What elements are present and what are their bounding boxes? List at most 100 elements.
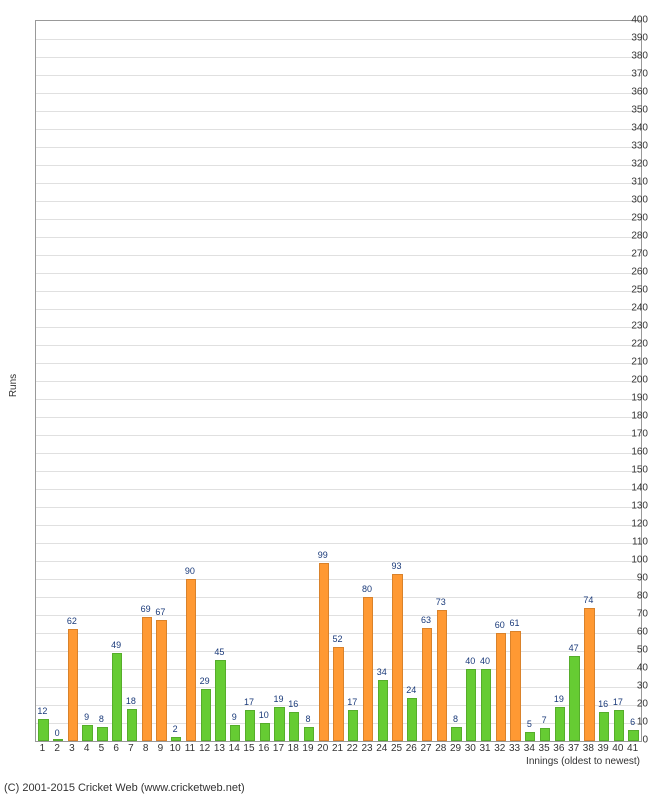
y-tick-label: 390 bbox=[617, 33, 648, 44]
x-tick-label: 16 bbox=[258, 743, 269, 754]
x-tick-label: 6 bbox=[113, 743, 119, 754]
y-tick-label: 180 bbox=[617, 411, 648, 422]
x-tick-label: 34 bbox=[524, 743, 535, 754]
bar bbox=[392, 574, 402, 741]
bar-value-label: 69 bbox=[141, 604, 151, 614]
x-tick-label: 36 bbox=[553, 743, 564, 754]
x-tick-label: 21 bbox=[332, 743, 343, 754]
x-tick-label: 14 bbox=[229, 743, 240, 754]
gridline bbox=[36, 579, 641, 580]
gridline bbox=[36, 111, 641, 112]
x-tick-label: 2 bbox=[54, 743, 60, 754]
bar-value-label: 61 bbox=[510, 618, 520, 628]
gridline bbox=[36, 39, 641, 40]
bar-value-label: 5 bbox=[527, 719, 532, 729]
y-tick-label: 40 bbox=[617, 663, 648, 674]
bar-value-label: 19 bbox=[273, 694, 283, 704]
gridline bbox=[36, 507, 641, 508]
y-tick-label: 300 bbox=[617, 195, 648, 206]
bar-value-label: 47 bbox=[569, 643, 579, 653]
bar bbox=[422, 628, 432, 741]
bar-value-label: 74 bbox=[583, 595, 593, 605]
bar bbox=[378, 680, 388, 741]
y-tick-label: 340 bbox=[617, 123, 648, 134]
bar bbox=[481, 669, 491, 741]
x-tick-label: 27 bbox=[420, 743, 431, 754]
gridline bbox=[36, 615, 641, 616]
bar-value-label: 67 bbox=[155, 607, 165, 617]
x-tick-label: 7 bbox=[128, 743, 134, 754]
y-tick-label: 370 bbox=[617, 69, 648, 80]
x-tick-label: 40 bbox=[612, 743, 623, 754]
x-tick-label: 37 bbox=[568, 743, 579, 754]
gridline bbox=[36, 57, 641, 58]
gridline bbox=[36, 345, 641, 346]
y-tick-label: 260 bbox=[617, 267, 648, 278]
y-tick-label: 250 bbox=[617, 285, 648, 296]
gridline bbox=[36, 219, 641, 220]
x-tick-label: 33 bbox=[509, 743, 520, 754]
x-tick-label: 8 bbox=[143, 743, 149, 754]
bar bbox=[599, 712, 609, 741]
bar bbox=[333, 647, 343, 741]
bar bbox=[97, 727, 107, 741]
y-tick-label: 70 bbox=[617, 609, 648, 620]
y-tick-label: 150 bbox=[617, 465, 648, 476]
y-tick-label: 60 bbox=[617, 627, 648, 638]
bar-value-label: 29 bbox=[200, 676, 210, 686]
y-tick-label: 140 bbox=[617, 483, 648, 494]
x-tick-label: 3 bbox=[69, 743, 75, 754]
bar-value-label: 17 bbox=[613, 697, 623, 707]
y-tick-label: 210 bbox=[617, 357, 648, 368]
gridline bbox=[36, 399, 641, 400]
gridline bbox=[36, 327, 641, 328]
y-tick-label: 100 bbox=[617, 555, 648, 566]
y-tick-label: 280 bbox=[617, 231, 648, 242]
x-tick-label: 18 bbox=[288, 743, 299, 754]
x-tick-label: 35 bbox=[539, 743, 550, 754]
y-tick-label: 270 bbox=[617, 249, 648, 260]
gridline bbox=[36, 147, 641, 148]
y-tick-label: 220 bbox=[617, 339, 648, 350]
bar-value-label: 93 bbox=[392, 561, 402, 571]
bar bbox=[171, 737, 181, 741]
bar bbox=[53, 739, 63, 741]
bar-value-label: 52 bbox=[332, 634, 342, 644]
y-tick-label: 80 bbox=[617, 591, 648, 602]
bar-value-label: 8 bbox=[305, 714, 310, 724]
x-tick-label: 32 bbox=[494, 743, 505, 754]
gridline bbox=[36, 489, 641, 490]
gridline bbox=[36, 543, 641, 544]
gridline bbox=[36, 165, 641, 166]
gridline bbox=[36, 129, 641, 130]
x-tick-label: 17 bbox=[273, 743, 284, 754]
bar bbox=[186, 579, 196, 741]
bar bbox=[260, 723, 270, 741]
x-tick-label: 4 bbox=[84, 743, 90, 754]
gridline bbox=[36, 291, 641, 292]
x-tick-label: 26 bbox=[406, 743, 417, 754]
y-tick-label: 350 bbox=[617, 105, 648, 116]
bar-value-label: 12 bbox=[37, 706, 47, 716]
x-tick-label: 11 bbox=[185, 743, 195, 754]
y-tick-label: 230 bbox=[617, 321, 648, 332]
gridline bbox=[36, 597, 641, 598]
x-tick-label: 13 bbox=[214, 743, 225, 754]
x-tick-label: 22 bbox=[347, 743, 358, 754]
x-tick-label: 31 bbox=[479, 743, 490, 754]
y-tick-label: 310 bbox=[617, 177, 648, 188]
y-tick-label: 200 bbox=[617, 375, 648, 386]
x-tick-label: 39 bbox=[598, 743, 609, 754]
y-tick-label: 380 bbox=[617, 51, 648, 62]
gridline bbox=[36, 309, 641, 310]
bar-value-label: 10 bbox=[259, 710, 269, 720]
bar-value-label: 18 bbox=[126, 696, 136, 706]
gridline bbox=[36, 75, 641, 76]
y-tick-label: 240 bbox=[617, 303, 648, 314]
chart-container: 0102030405060708090100110120130140150160… bbox=[0, 0, 650, 800]
x-tick-label: 19 bbox=[302, 743, 313, 754]
gridline bbox=[36, 255, 641, 256]
y-tick-label: 90 bbox=[617, 573, 648, 584]
bar bbox=[38, 719, 48, 741]
bar-value-label: 49 bbox=[111, 640, 121, 650]
